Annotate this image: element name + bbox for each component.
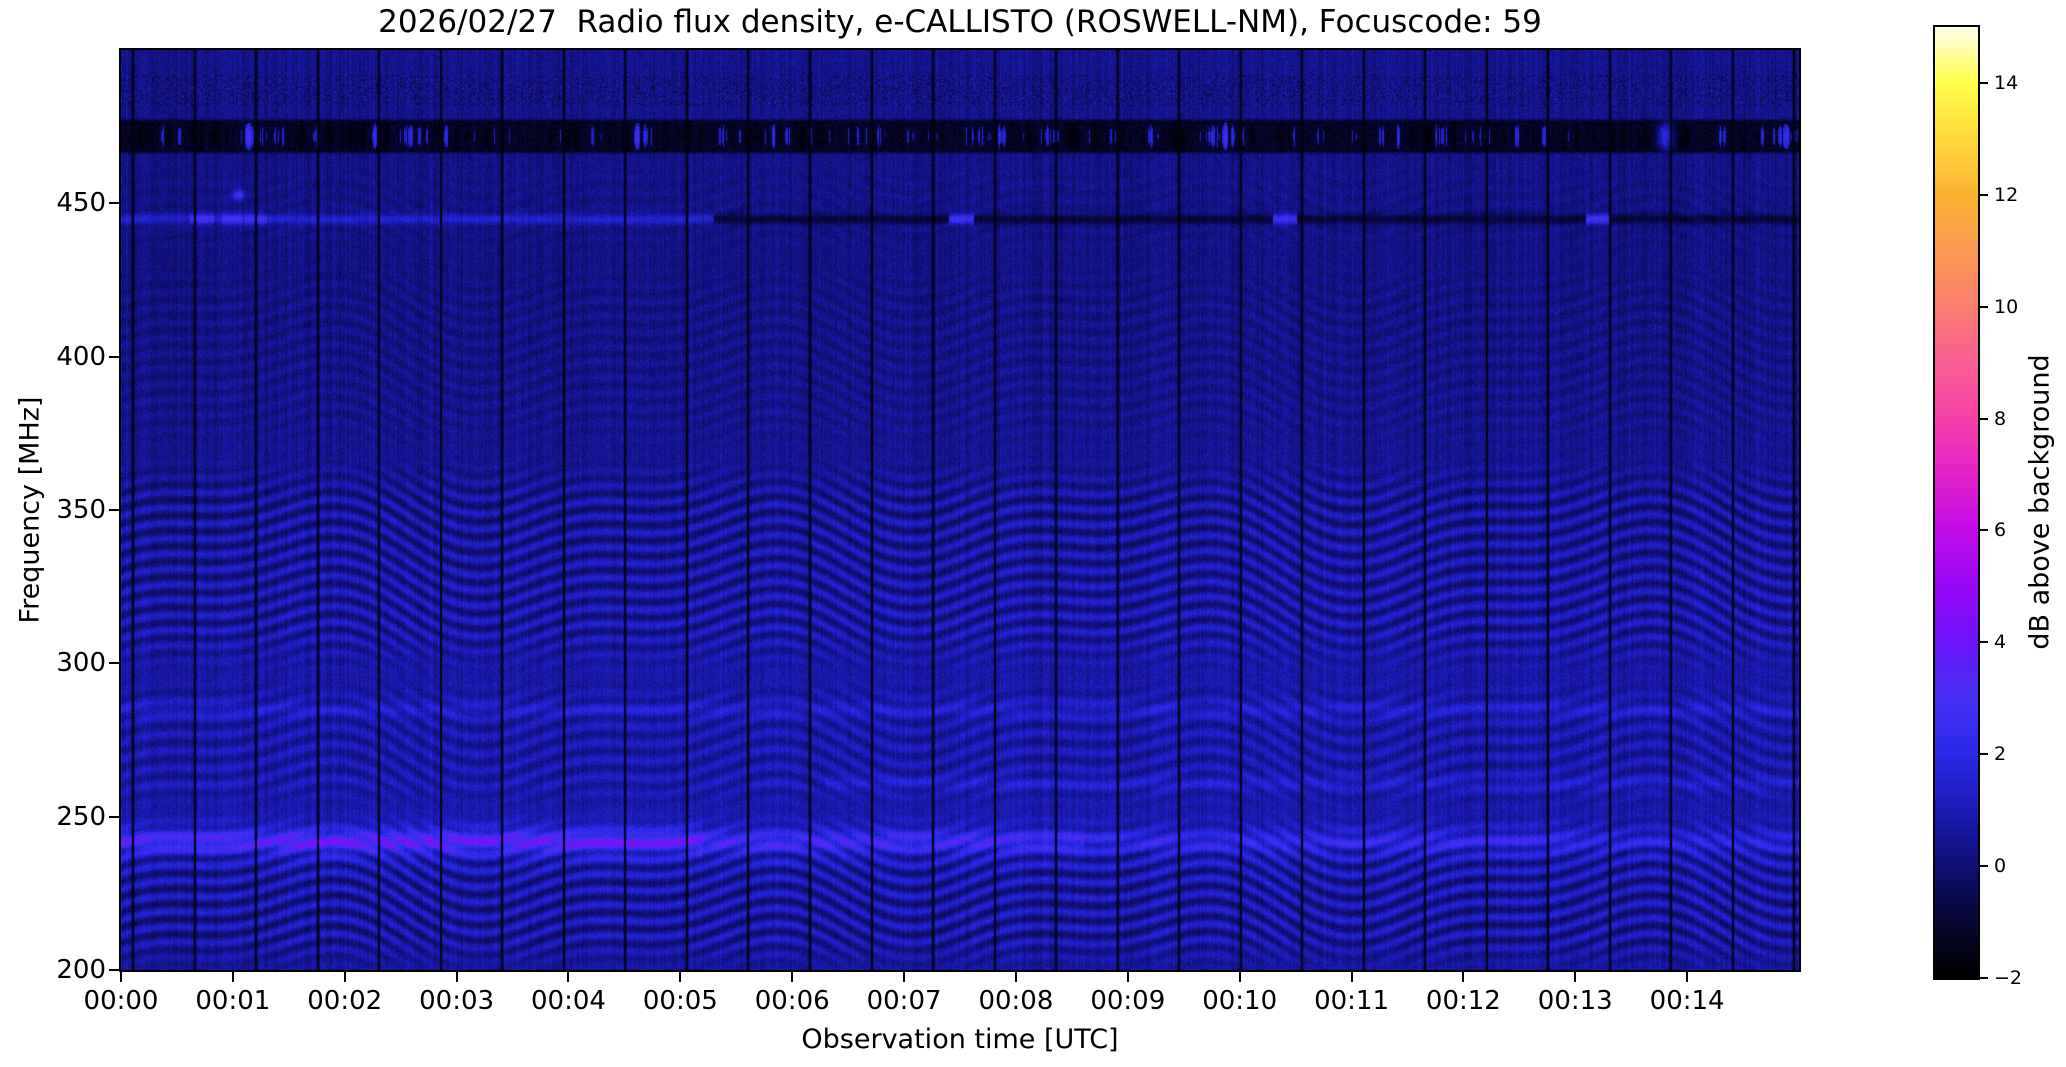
y-axis-label: Frequency [MHz]: [14, 396, 46, 624]
x-tick-label: 00:14: [1649, 986, 1725, 1016]
x-tick-mark: [231, 972, 234, 982]
x-tick-mark: [1574, 972, 1577, 982]
y-tick-mark: [109, 815, 119, 818]
y-tick-label: 300: [56, 648, 106, 679]
x-tick-mark: [1014, 972, 1017, 982]
colorbar-gradient: [1935, 27, 1978, 978]
colorbar-tick-mark: [1980, 417, 1988, 420]
colorbar-tick-mark: [1980, 305, 1988, 308]
y-tick-mark: [109, 355, 119, 358]
colorbar-tick-label: 0: [1994, 855, 2007, 878]
colorbar: [1933, 25, 1980, 980]
colorbar-label: dB above background: [2024, 354, 2056, 650]
colorbar-tick-label: 12: [1994, 183, 2019, 206]
x-axis-label: Observation time [UTC]: [801, 1024, 1119, 1055]
x-tick-mark: [567, 972, 570, 982]
x-tick-label: 00:00: [83, 986, 159, 1016]
x-tick-label: 00:12: [1425, 986, 1501, 1016]
colorbar-tick-label: 8: [1994, 407, 2007, 430]
colorbar-tick-label: 10: [1994, 295, 2019, 318]
colorbar-tick-mark: [1980, 529, 1988, 532]
colorbar-tick-mark: [1980, 977, 1988, 979]
x-tick-label: 00:01: [195, 986, 271, 1016]
x-tick-label: 00:09: [1090, 986, 1166, 1016]
x-tick-mark: [791, 972, 794, 982]
x-tick-mark: [1350, 972, 1353, 982]
spectrogram-heatmap: [121, 50, 1799, 970]
chart-title: 2026/02/27 Radio flux density, e-CALLIST…: [378, 4, 1542, 40]
x-tick-label: 00:06: [754, 986, 830, 1016]
y-tick-mark: [109, 662, 119, 665]
x-tick-label: 00:03: [419, 986, 495, 1016]
x-tick-label: 00:11: [1314, 986, 1389, 1016]
y-tick-mark: [109, 202, 119, 205]
plot-area: [119, 48, 1801, 972]
colorbar-tick-label: 2: [1994, 743, 2007, 766]
colorbar-tick-label: 14: [1994, 71, 2019, 94]
colorbar-tick-mark: [1980, 193, 1988, 196]
y-tick-mark: [109, 969, 119, 971]
colorbar-tick-mark: [1980, 81, 1988, 84]
colorbar-tick-label: −2: [1994, 967, 2023, 989]
colorbar-tick-label: 4: [1994, 631, 2007, 654]
x-tick-mark: [120, 972, 122, 982]
x-tick-mark: [1462, 972, 1465, 982]
colorbar-tick-label: 6: [1994, 519, 2007, 542]
x-tick-mark: [1126, 972, 1129, 982]
x-tick-label: 00:02: [307, 986, 383, 1016]
x-tick-mark: [1238, 972, 1241, 982]
x-tick-label: 00:04: [530, 986, 606, 1016]
y-tick-label: 250: [56, 801, 106, 832]
x-tick-label: 00:07: [866, 986, 942, 1016]
y-tick-label: 400: [56, 341, 106, 372]
x-tick-mark: [455, 972, 458, 982]
y-tick-label: 200: [56, 955, 106, 985]
colorbar-tick-mark: [1980, 641, 1988, 644]
x-tick-mark: [1686, 972, 1689, 982]
x-tick-label: 00:13: [1537, 986, 1613, 1016]
colorbar-tick-mark: [1980, 865, 1988, 868]
x-tick-mark: [343, 972, 346, 982]
x-tick-label: 00:08: [978, 986, 1054, 1016]
y-tick-label: 450: [56, 188, 106, 219]
colorbar-tick-mark: [1980, 753, 1988, 756]
x-tick-mark: [679, 972, 682, 982]
x-tick-mark: [903, 972, 906, 982]
y-tick-mark: [109, 509, 119, 511]
x-tick-label: 00:10: [1202, 986, 1278, 1016]
y-tick-label: 350: [56, 495, 106, 525]
x-tick-label: 00:05: [642, 986, 718, 1016]
